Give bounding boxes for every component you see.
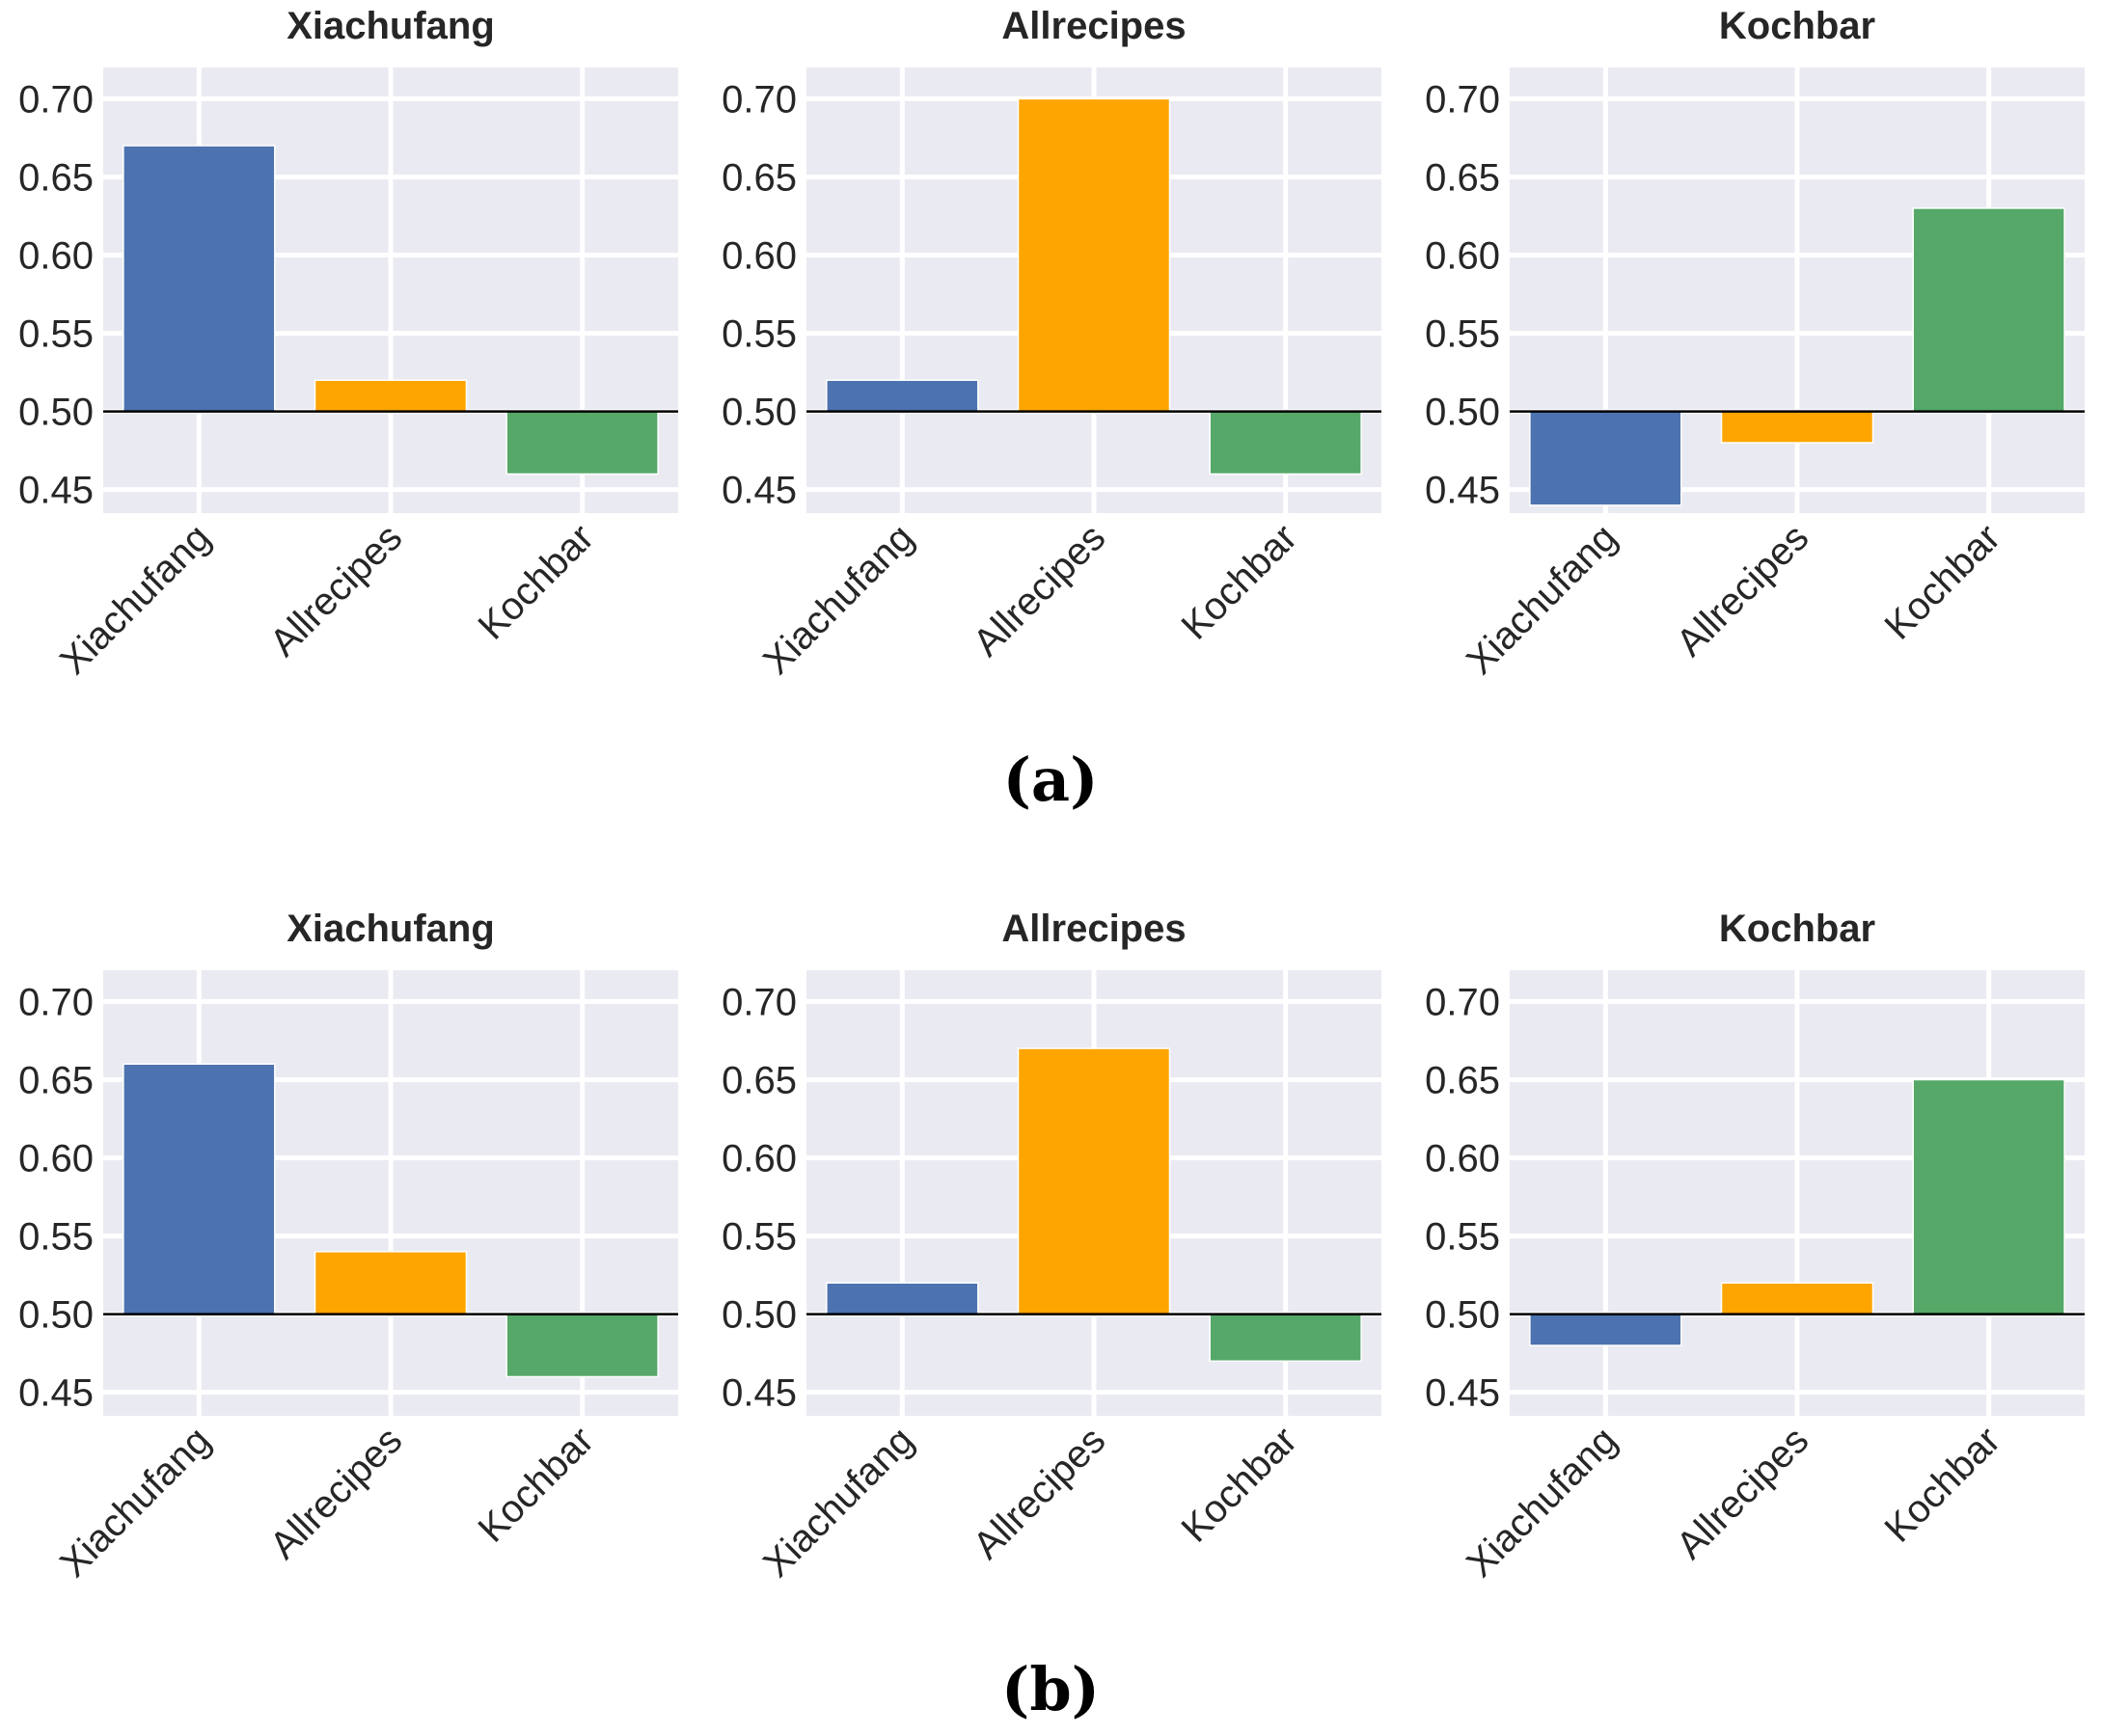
y-tick-label: 0.60 [18, 1138, 94, 1180]
y-tick-label: 0.50 [1425, 392, 1500, 434]
x-tick-label: Kochbar [471, 1419, 602, 1550]
y-tick-label: 0.70 [18, 981, 94, 1023]
bar-xiachufang [826, 1282, 979, 1316]
y-tick-label: 0.45 [1425, 1372, 1500, 1415]
y-tick-label: 0.55 [18, 1216, 94, 1259]
bar-allrecipes [1720, 1282, 1874, 1316]
y-tick-label: 0.55 [1425, 313, 1500, 356]
y-tick-label: 0.45 [18, 1372, 94, 1415]
panel-b-allrecipes: 0.45 0.50 0.55 0.60 0.65 0.70 Xiachufang Allrec… [722, 908, 1381, 1586]
y-tick-label: 0.50 [1425, 1294, 1500, 1337]
x-tick-label: Xiachufang [52, 1419, 219, 1586]
x-tick-label: Xiachufang [1459, 1419, 1625, 1586]
bar-kochbar [505, 1313, 659, 1378]
x-tick-label: Kochbar [1877, 516, 2008, 647]
x-tick-label: Kochbar [471, 516, 602, 647]
y-tick-label: 0.50 [18, 392, 94, 434]
panel-title: Kochbar [1719, 908, 1875, 950]
bar-allrecipes [1017, 1047, 1171, 1316]
x-tick-label: Kochbar [1174, 1419, 1305, 1550]
y-tick-label: 0.45 [1425, 470, 1500, 512]
panel-b-xiachufang: 0.45 0.50 0.55 0.60 0.65 0.70 Xiachufang Allrec… [18, 908, 678, 1586]
y-tick-label: 0.55 [18, 313, 94, 356]
bar-allrecipes [314, 379, 468, 413]
x-tick-label: Xiachufang [1459, 516, 1625, 683]
bar-kochbar [1209, 1313, 1362, 1363]
y-tick-label: 0.70 [722, 78, 797, 121]
panel-a-allrecipes: 0.45 0.50 0.55 0.60 0.65 0.70 Xiachufang Allrec… [722, 5, 1381, 683]
panel-title: Allrecipes [1001, 5, 1186, 47]
x-tick-label: Xiachufang [755, 1419, 922, 1586]
x-tick-label: Allrecipes [966, 1419, 1114, 1567]
y-tick-label: 0.50 [722, 1294, 797, 1337]
y-tick-label: 0.70 [18, 78, 94, 121]
y-tick-label: 0.45 [18, 470, 94, 512]
panel-b-kochbar: 0.45 0.50 0.55 0.60 0.65 0.70 Xiachufang Allrec… [1425, 908, 2085, 1586]
bar-xiachufang [123, 145, 276, 413]
bar-xiachufang [1529, 410, 1682, 506]
y-tick-label: 0.45 [722, 1372, 797, 1415]
y-tick-label: 0.45 [722, 470, 797, 512]
panel-title: Allrecipes [1001, 908, 1186, 950]
bar-xiachufang [1529, 1313, 1682, 1346]
y-tick-label: 0.60 [722, 235, 797, 278]
bar-kochbar [1912, 1078, 2065, 1316]
x-tick-label: Xiachufang [52, 516, 219, 683]
bar-allrecipes [1720, 410, 1874, 444]
y-tick-label: 0.60 [722, 1138, 797, 1180]
y-tick-label: 0.50 [18, 1294, 94, 1337]
y-tick-label: 0.65 [722, 1059, 797, 1101]
y-tick-label: 0.70 [1425, 981, 1500, 1023]
y-tick-label: 0.60 [1425, 1138, 1500, 1180]
y-tick-label: 0.70 [1425, 78, 1500, 121]
panel-title: Kochbar [1719, 5, 1875, 47]
panel-title: Xiachufang [287, 908, 495, 950]
y-tick-label: 0.50 [722, 392, 797, 434]
y-tick-label: 0.70 [722, 981, 797, 1023]
panel-a-xiachufang: 0.45 0.50 0.55 0.60 0.65 0.70 Xiachufang Allrec… [18, 5, 678, 683]
y-tick-label: 0.65 [1425, 156, 1500, 199]
y-tick-label: 0.65 [1425, 1059, 1500, 1101]
y-tick-label: 0.60 [18, 235, 94, 278]
panel-a-kochbar: 0.45 0.50 0.55 0.60 0.65 0.70 Xiachufang Allrec… [1425, 5, 2085, 683]
x-tick-label: Kochbar [1877, 1419, 2008, 1550]
y-tick-label: 0.60 [1425, 235, 1500, 278]
x-tick-label: Allrecipes [1669, 1419, 1817, 1567]
caption-b: (b) [1001, 1654, 1100, 1724]
bar-allrecipes [314, 1251, 468, 1316]
x-tick-label: Allrecipes [262, 1419, 411, 1567]
y-tick-label: 0.65 [722, 156, 797, 199]
x-tick-label: Allrecipes [262, 516, 411, 665]
x-tick-label: Xiachufang [755, 516, 922, 683]
y-tick-label: 0.65 [18, 1059, 94, 1101]
bar-kochbar [1912, 207, 2065, 413]
bar-xiachufang [123, 1063, 276, 1316]
y-tick-label: 0.55 [722, 313, 797, 356]
bar-allrecipes [1017, 97, 1171, 413]
bar-xiachufang [826, 379, 979, 413]
y-tick-label: 0.55 [722, 1216, 797, 1259]
x-tick-label: Kochbar [1174, 516, 1305, 647]
x-tick-label: Allrecipes [1669, 516, 1817, 665]
panel-title: Xiachufang [287, 5, 495, 47]
y-tick-label: 0.65 [18, 156, 94, 199]
caption-a: (a) [1003, 745, 1099, 815]
bar-kochbar [1209, 410, 1362, 475]
y-tick-label: 0.55 [1425, 1216, 1500, 1259]
x-tick-label: Allrecipes [966, 516, 1114, 665]
bar-kochbar [505, 410, 659, 475]
